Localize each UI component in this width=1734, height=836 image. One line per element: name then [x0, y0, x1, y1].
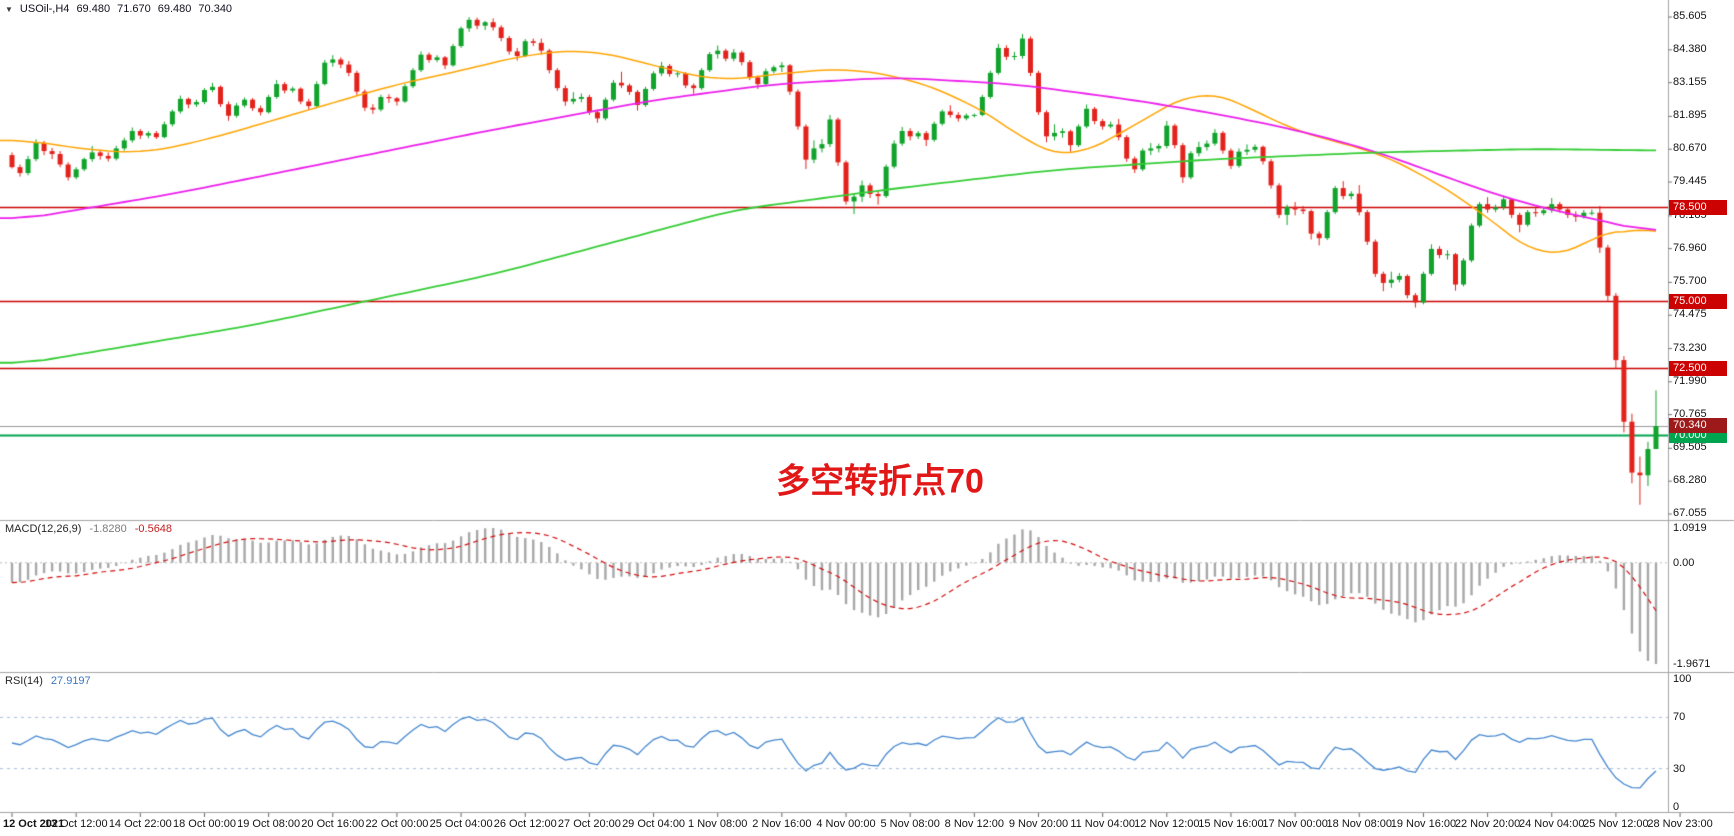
macd-axis-label: 0.00	[1673, 556, 1695, 569]
time-axis-label: 5 Nov 08:00	[880, 818, 940, 830]
time-axis-label: 1 Nov 08:00	[688, 818, 748, 830]
time-axis-label: 11 Nov 04:00	[1070, 818, 1135, 830]
rsi-title: RSI(14) 27.9197	[5, 675, 91, 687]
time-axis-label: 13 Oct 12:00	[44, 818, 108, 830]
symbol-info: ▼ USOil-,H4 69.480 71.670 69.480 70.340	[5, 3, 232, 15]
price-axis-label: 74.475	[1673, 308, 1707, 321]
time-axis-label: 25 Nov 12:00	[1583, 818, 1649, 830]
rsi-axis-label: 30	[1673, 762, 1686, 775]
price-axis-label: 67.055	[1673, 507, 1707, 519]
time-axis-label: 2 Nov 16:00	[752, 818, 812, 830]
time-axis-label: 24 Nov 04:00	[1519, 818, 1585, 830]
price-level-tag: 78.500	[1669, 199, 1727, 215]
time-axis-label: 18 Nov 08:00	[1326, 818, 1392, 830]
collapse-arrow-icon[interactable]: ▼	[5, 4, 13, 14]
time-axis-label: 28 Nov 23:00	[1647, 818, 1713, 830]
macd-label: MACD(12,26,9)	[5, 523, 82, 535]
ohlc-close: 70.340	[198, 3, 233, 15]
price-axis-label: 80.670	[1673, 142, 1707, 155]
rsi-value: 27.9197	[50, 675, 91, 687]
chart-annotation-text[interactable]: 多空转折点70	[776, 462, 984, 501]
time-axis-label: 27 Oct 20:00	[557, 818, 621, 830]
time-axis-label: 20 Oct 16:00	[301, 818, 365, 830]
ohlc-open: 69.480	[76, 3, 111, 15]
price-axis-label: 71.990	[1673, 374, 1707, 387]
rsi-label: RSI(14)	[5, 675, 43, 687]
ohlc-high: 71.670	[117, 3, 151, 15]
macd-value: -1.8280	[89, 523, 127, 535]
rsi-axis-label: 0	[1673, 801, 1680, 813]
price-level-tag: 75.000	[1669, 293, 1727, 309]
time-axis-label: 8 Nov 12:00	[944, 818, 1004, 830]
time-axis-label: 15 Nov 16:00	[1198, 818, 1264, 830]
price-axis-label: 75.700	[1673, 275, 1707, 288]
time-axis-label: 12 Nov 12:00	[1134, 818, 1200, 830]
price-axis-label: 70.765	[1673, 407, 1707, 420]
price-level-tag: 72.500	[1669, 360, 1727, 376]
time-axis-label: 12 Oct 2021	[3, 818, 65, 830]
current-price-tag: 70.340	[1669, 418, 1727, 434]
price-axis-label: 81.895	[1673, 109, 1707, 122]
time-axis-label: 4 Nov 00:00	[816, 818, 876, 830]
time-axis-label: 9 Nov 20:00	[1008, 818, 1069, 830]
price-axis-label: 69.505	[1673, 441, 1707, 454]
time-axis-label: 25 Oct 04:00	[429, 818, 493, 830]
price-axis-label: 83.155	[1673, 75, 1707, 88]
macd-axis-label: 1.0919	[1673, 522, 1707, 534]
symbol-timeframe: USOil-,H4	[19, 3, 70, 15]
time-axis-label: 22 Oct 00:00	[365, 818, 429, 830]
macd-axis-label: -1.9671	[1673, 658, 1711, 670]
rsi-axis-label: 100	[1673, 673, 1692, 685]
price-axis-label: 73.230	[1673, 341, 1707, 354]
time-axis-label: 14 Oct 22:00	[108, 818, 172, 830]
price-axis-label: 68.280	[1673, 474, 1707, 487]
time-axis-label: 19 Nov 16:00	[1390, 818, 1457, 830]
price-axis-label: 76.960	[1673, 241, 1707, 254]
price-axis-label: 85.605	[1673, 10, 1707, 22]
macd-signal-value: -0.5648	[134, 523, 173, 535]
ohlc-low: 69.480	[157, 3, 192, 15]
time-axis-label: 22 Nov 20:00	[1454, 818, 1521, 830]
time-axis-label: 17 Nov 00:00	[1262, 818, 1328, 830]
macd-title: MACD(12,26,9) -1.8280 -0.5648	[5, 523, 172, 535]
time-axis-label: 19 Oct 08:00	[237, 818, 301, 830]
time-axis-label: 18 Oct 00:00	[172, 818, 236, 830]
rsi-axis-label: 70	[1673, 711, 1686, 724]
price-axis-label: 84.380	[1673, 42, 1707, 55]
price-axis-label: 79.445	[1673, 175, 1707, 188]
time-axis-label: 29 Oct 04:00	[622, 818, 686, 830]
time-axis-label: 26 Oct 12:00	[493, 818, 557, 830]
